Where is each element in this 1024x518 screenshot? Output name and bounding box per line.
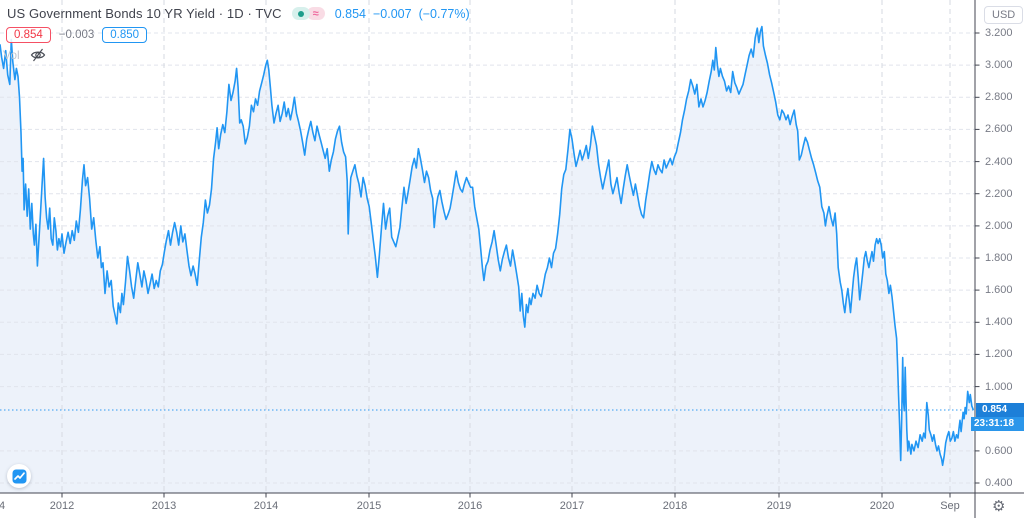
price-tick-label: 0.600 bbox=[985, 444, 1013, 457]
area-fill bbox=[0, 26, 974, 493]
market-status-pills[interactable]: ≈ bbox=[291, 7, 325, 20]
price-tick-label: 2.800 bbox=[985, 91, 1013, 104]
time-tick-label: 2020 bbox=[869, 500, 895, 512]
price-tick-label: 3.200 bbox=[985, 27, 1013, 39]
symbol-title[interactable]: US Government Bonds 10 YR Yield · 1D · T… bbox=[7, 6, 282, 21]
time-tick-label: Sep bbox=[940, 500, 960, 512]
price-tick-label: 1.400 bbox=[985, 316, 1013, 329]
currency-unit-button[interactable]: USD bbox=[984, 6, 1024, 24]
price-tick-label: 2.600 bbox=[985, 123, 1013, 136]
time-tick-label: 2015 bbox=[356, 500, 382, 512]
bid-value-box: 0.850 bbox=[102, 27, 148, 43]
price-tick-label: 2.000 bbox=[985, 219, 1013, 232]
volume-study-row: Vol bbox=[3, 48, 46, 62]
time-tick-label: 2019 bbox=[766, 500, 792, 512]
market-open-dot-icon bbox=[297, 10, 304, 17]
change-value: −0.003 bbox=[58, 29, 95, 41]
time-tick-label: 4 bbox=[0, 500, 6, 512]
price-tick-label: 3.000 bbox=[985, 59, 1013, 72]
eye-hidden-icon[interactable] bbox=[30, 48, 46, 62]
delayed-data-icon[interactable]: ≈ bbox=[306, 7, 325, 20]
time-tick-label: 2013 bbox=[151, 500, 177, 512]
inline-change-pct: (−0.77%) bbox=[418, 6, 470, 21]
volume-label: Vol bbox=[3, 48, 20, 62]
time-tick-label: 2017 bbox=[559, 500, 585, 512]
tradingview-logo-icon bbox=[12, 469, 26, 483]
price-tick-label: 1.800 bbox=[985, 252, 1013, 264]
inline-quote: 0.854 −0.007 (−0.77%) bbox=[335, 7, 470, 21]
price-tick-label: 0.400 bbox=[985, 477, 1013, 489]
time-tick-label: 2012 bbox=[49, 500, 75, 512]
gear-icon[interactable]: ⚙ bbox=[992, 498, 1006, 515]
tradingview-logo-button[interactable] bbox=[7, 464, 31, 488]
price-tick-label: 1.600 bbox=[985, 284, 1013, 297]
price-tick-label: 1.000 bbox=[985, 380, 1013, 393]
time-tick-label: 2014 bbox=[253, 500, 279, 512]
market-open-status-icon[interactable] bbox=[291, 7, 310, 20]
price-tick-label: 2.200 bbox=[985, 187, 1013, 200]
price-tick-label: 2.400 bbox=[985, 155, 1013, 168]
current-price-tag: 0.854 bbox=[976, 403, 1024, 418]
time-tick-label: 2018 bbox=[662, 500, 688, 512]
price-tick-label: 1.200 bbox=[985, 348, 1013, 361]
inline-change: −0.007 bbox=[372, 6, 412, 21]
chart-legend: US Government Bonds 10 YR Yield · 1D · T… bbox=[7, 6, 470, 21]
bar-countdown-tag: 23:31:18 bbox=[971, 417, 1024, 432]
inline-last-price: 0.854 bbox=[334, 6, 366, 21]
quote-value-row: 0.854 −0.003 0.850 bbox=[6, 27, 148, 43]
time-tick-label: 2016 bbox=[457, 500, 483, 512]
price-line bbox=[0, 25, 975, 467]
last-value-box: 0.854 bbox=[6, 27, 51, 43]
